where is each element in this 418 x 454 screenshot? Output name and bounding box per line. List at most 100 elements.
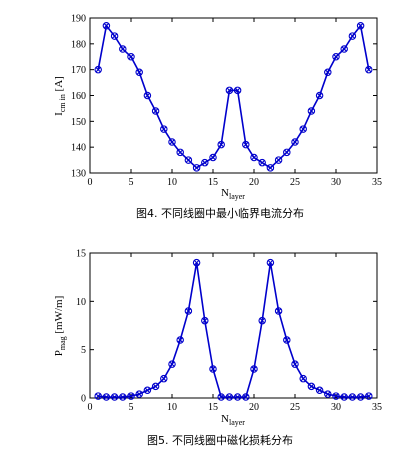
data-point [283,148,291,157]
data-point [225,86,234,95]
data-point [250,153,258,162]
data-point [192,164,201,172]
y-axis-title: Pmag [mW/m] [53,296,67,357]
data-point [110,393,119,401]
y-tick-label: 130 [71,169,86,180]
data-point [365,392,373,400]
data-point [283,336,291,344]
data-point [250,365,258,373]
data-point [274,156,283,164]
data-point [332,52,340,61]
data-point [299,125,307,133]
y-tick-label: 180 [71,39,86,50]
y-tick-label: 10 [76,297,86,308]
data-point [365,65,373,74]
data-point [160,374,168,383]
data-point [201,316,209,325]
y-axis-title: Icm in [A] [53,76,67,116]
data-point [102,21,111,30]
y-tick-label: 150 [71,117,86,128]
data-point [291,138,299,146]
x-tick-label: 5 [129,402,134,413]
data-point [266,258,275,267]
data-point [151,382,160,391]
series-line [97,23,370,169]
data-point [242,393,250,401]
data-point [135,390,143,398]
x-tick-label: 25 [290,402,300,413]
critical-current-chart: 0 5 10 15 20 25 30 35 130 140 150 160 170 180 190 Nlay… [53,14,382,221]
data-point [340,45,348,53]
x-tick-label: 35 [372,177,382,188]
figure-caption: 图5. 不同线圈中磁化损耗分布 [147,433,293,447]
data-point [151,107,160,115]
x-axis-title: Nlayer [221,187,245,201]
data-point [94,392,102,400]
y-tick-label: 140 [71,143,86,154]
data-point [110,32,119,40]
data-point [168,138,176,146]
figure-caption: 图4. 不同线圈中最小临界电流分布 [136,206,304,220]
data-point [233,393,242,401]
data-point [242,140,250,149]
x-tick-label: 20 [249,402,259,413]
data-point [135,68,143,77]
series-critical-current [94,21,373,172]
y-tick-label: 15 [76,249,86,260]
data-point [143,386,152,395]
y-tick-label: 0 [81,394,86,405]
y-tick-label: 170 [71,65,86,76]
data-point [258,158,266,167]
plot-area-frame [89,17,378,174]
x-tick-label: 20 [249,177,259,188]
data-point [119,45,127,53]
data-point [127,52,135,61]
data-point [307,107,316,115]
data-point [209,153,217,162]
data-point [291,360,299,368]
data-point [201,158,209,167]
x-tick-label: 30 [331,402,341,413]
x-tick-label: 25 [290,177,300,188]
axis-ticks [89,17,378,174]
data-point [217,393,225,401]
data-point [176,148,184,157]
x-tick-label: 5 [129,177,134,188]
data-point [348,32,357,40]
data-point [356,21,365,30]
y-tick-label: 190 [71,14,86,25]
x-tick-label: 30 [331,177,341,188]
data-point [315,91,324,100]
data-point [217,140,225,149]
x-tick-label: 10 [167,402,177,413]
data-point [324,390,332,398]
data-point [299,374,307,383]
tick-labels: 0 5 10 15 20 25 30 35 0 5 10 15 [76,249,382,414]
axis-ticks [89,252,378,399]
data-point [274,307,283,315]
series-line [98,262,369,398]
data-point [127,392,135,400]
data-point [315,386,324,395]
data-point [184,156,193,164]
data-point [176,336,184,344]
data-point [94,65,102,74]
x-tick-label: 0 [88,177,93,188]
x-tick-label: 10 [167,177,177,188]
data-point [348,393,357,401]
data-point [225,393,234,401]
series-magnetization-loss [94,258,373,401]
x-tick-label: 0 [88,402,93,413]
x-axis-title: Nlayer [221,413,245,427]
tick-labels: 0 5 10 15 20 25 30 35 130 140 150 160 170 180 190 [71,14,382,189]
data-point [184,307,193,315]
data-point [168,360,176,368]
x-tick-label: 35 [372,402,382,413]
x-tick-label: 15 [208,402,218,413]
y-tick-label: 160 [71,91,86,102]
x-tick-label: 15 [208,177,218,188]
data-point [233,86,242,95]
data-point [340,393,348,401]
data-point [307,382,316,391]
